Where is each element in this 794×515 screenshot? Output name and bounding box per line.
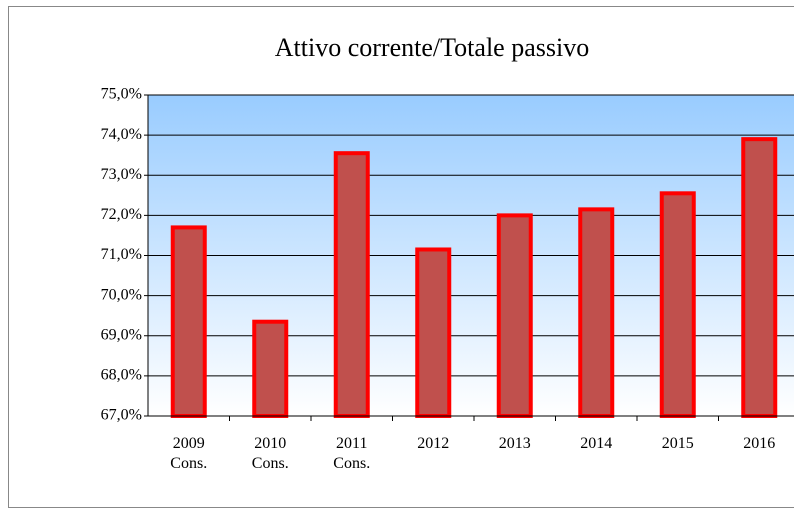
bar [741,137,778,418]
y-tick-label: 74,0% [101,126,142,143]
y-tick-label: 67,0% [101,407,142,424]
x-tick-label: 2015 [661,435,694,452]
x-tick-label: 2012 [417,435,450,452]
bar [333,151,370,418]
y-tick-label: 71,0% [101,246,142,263]
y-tick-label: 72,0% [101,206,142,223]
bar [415,247,452,418]
y-tick-label: 75,0% [101,86,142,103]
bar [659,191,696,418]
y-tick-label: 70,0% [101,286,142,303]
chart-title: Attivo corrente/Totale passivo [275,33,589,62]
x-tick-label: 2010 Cons. [251,435,289,472]
x-tick-label: 2016 [743,435,776,452]
x-tick-label: 2011 Cons. [333,435,371,472]
x-tick-label: 2014 [580,435,613,452]
y-tick-label: 68,0% [101,367,142,384]
bar [578,207,615,418]
bar [496,213,533,418]
x-tick-label: 2013 [498,435,531,452]
x-tick-label: 2009 Cons. [170,435,208,472]
bar [252,319,289,418]
y-tick-label: 69,0% [101,326,142,343]
y-tick-label: 73,0% [101,166,142,183]
bar [170,225,207,418]
